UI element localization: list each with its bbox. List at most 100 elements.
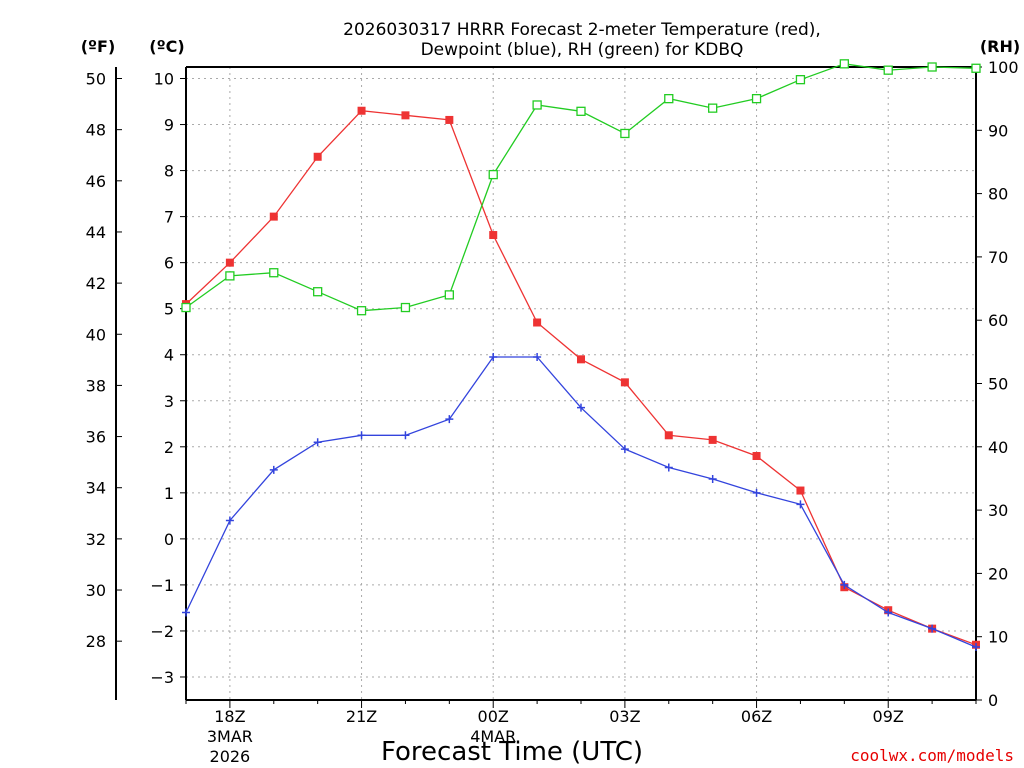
series-temperature bbox=[182, 106, 980, 649]
rh-tick-label: 70 bbox=[988, 248, 1008, 267]
temperature-point bbox=[489, 231, 498, 240]
fahrenheit-tick-label: 28 bbox=[86, 632, 106, 651]
temperature-point bbox=[577, 355, 585, 364]
celsius-tick-label: −1 bbox=[150, 576, 174, 595]
dewpoint-point bbox=[708, 475, 717, 484]
temperature-point bbox=[708, 435, 717, 444]
rh-tick-label: 90 bbox=[988, 121, 1008, 140]
rh-point bbox=[181, 302, 191, 313]
dewpoint-point bbox=[752, 488, 761, 497]
celsius-tick-label: −3 bbox=[150, 668, 174, 687]
rh-tick-label: 10 bbox=[988, 628, 1008, 647]
rh-point bbox=[795, 75, 806, 85]
x-tick-label: 18Z bbox=[214, 707, 245, 726]
rh-tick-label: 0 bbox=[988, 691, 998, 710]
dewpoint-point bbox=[445, 415, 454, 424]
fahrenheit-tick-label: 30 bbox=[86, 581, 106, 600]
dewpoint-point bbox=[357, 431, 366, 440]
temperature-point bbox=[533, 318, 542, 327]
temperature-point bbox=[357, 106, 366, 115]
title-line-2: Dewpoint (blue), RH (green) for KDBQ bbox=[421, 40, 744, 60]
series-rh bbox=[181, 59, 981, 316]
rh-tick-label: 100 bbox=[988, 58, 1019, 77]
fahrenheit-tick-label: 46 bbox=[86, 172, 106, 191]
fahrenheit-tick-label: 42 bbox=[86, 274, 106, 293]
rh-point bbox=[839, 59, 849, 69]
rh-point bbox=[883, 65, 893, 75]
temperature-point bbox=[664, 431, 673, 440]
fahrenheit-tick-label: 38 bbox=[86, 376, 106, 395]
dewpoint-point bbox=[620, 445, 629, 454]
x-tick-label: 00Z bbox=[478, 707, 509, 726]
rh-point bbox=[356, 306, 367, 316]
rh-tick-label: 80 bbox=[988, 185, 1008, 204]
series-dewpoint bbox=[182, 353, 980, 652]
dewpoint-point bbox=[401, 431, 410, 440]
dewpoint-point bbox=[225, 516, 234, 525]
series-line-rh bbox=[185, 63, 977, 312]
rh-unit-label: (RH) bbox=[980, 37, 1020, 56]
series-line-temperature bbox=[185, 110, 977, 646]
celsius-tick-label: 1 bbox=[164, 484, 174, 503]
fahrenheit-unit-label: (ºF) bbox=[81, 37, 116, 56]
dewpoint-point bbox=[313, 438, 322, 447]
chart-series bbox=[181, 59, 981, 652]
x-tick-label: 06Z bbox=[741, 707, 772, 726]
grid-lines bbox=[186, 67, 976, 700]
celsius-tick-label: 0 bbox=[164, 530, 174, 549]
rh-point bbox=[927, 62, 937, 72]
rh-point bbox=[400, 302, 411, 313]
temperature-point bbox=[796, 486, 805, 495]
dewpoint-point bbox=[884, 608, 893, 617]
rh-tick-label: 30 bbox=[988, 501, 1008, 520]
dewpoint-point bbox=[577, 403, 585, 412]
rh-tick-label: 40 bbox=[988, 438, 1008, 457]
dewpoint-point bbox=[269, 465, 278, 474]
credit-label: coolwx.com/models bbox=[850, 746, 1014, 765]
fahrenheit-tick-label: 34 bbox=[86, 479, 106, 498]
temperature-point bbox=[620, 378, 629, 387]
rh-point bbox=[708, 103, 718, 113]
fahrenheit-tick-label: 32 bbox=[86, 530, 106, 549]
temperature-point bbox=[313, 152, 322, 161]
dewpoint-point bbox=[182, 608, 190, 617]
x-tick-year-label: 2026 bbox=[210, 747, 251, 766]
dewpoint-point bbox=[489, 353, 498, 362]
x-tick-date-label: 4MAR bbox=[470, 727, 516, 746]
dewpoint-point bbox=[928, 624, 937, 633]
fahrenheit-tick-label: 44 bbox=[86, 223, 106, 242]
temperature-point bbox=[225, 258, 234, 267]
rh-point bbox=[751, 94, 762, 104]
rh-tick-label: 50 bbox=[988, 375, 1008, 394]
celsius-tick-label: 7 bbox=[164, 208, 174, 227]
rh-point bbox=[488, 169, 498, 180]
rh-point bbox=[269, 268, 279, 278]
x-tick-date-label: 3MAR bbox=[207, 727, 253, 746]
celsius-tick-label: 10 bbox=[154, 70, 174, 89]
temperature-point bbox=[445, 115, 454, 124]
rh-tick-label: 60 bbox=[988, 311, 1008, 330]
dewpoint-point bbox=[533, 353, 542, 362]
dewpoint-point bbox=[840, 580, 849, 589]
celsius-tick-label: 4 bbox=[164, 346, 174, 365]
x-tick-label: 09Z bbox=[873, 707, 904, 726]
temperature-point bbox=[752, 452, 761, 461]
fahrenheit-tick-label: 48 bbox=[86, 121, 106, 140]
celsius-tick-label: 9 bbox=[164, 116, 174, 135]
rh-point bbox=[971, 63, 981, 73]
temperature-point bbox=[269, 212, 278, 221]
chart-title: 2026030317 HRRR Forecast 2-meter Tempera… bbox=[343, 20, 821, 60]
rh-point bbox=[313, 287, 323, 297]
rh-point bbox=[225, 271, 235, 281]
rh-point bbox=[444, 290, 454, 300]
fahrenheit-tick-label: 36 bbox=[86, 428, 106, 447]
rh-tick-label: 20 bbox=[988, 564, 1008, 583]
rh-point bbox=[620, 128, 630, 139]
celsius-tick-label: 6 bbox=[164, 254, 174, 273]
x-tick-label: 03Z bbox=[609, 707, 640, 726]
rh-point bbox=[532, 100, 542, 110]
celsius-unit-label: (ºC) bbox=[149, 37, 184, 56]
series-line-dewpoint bbox=[185, 356, 977, 648]
